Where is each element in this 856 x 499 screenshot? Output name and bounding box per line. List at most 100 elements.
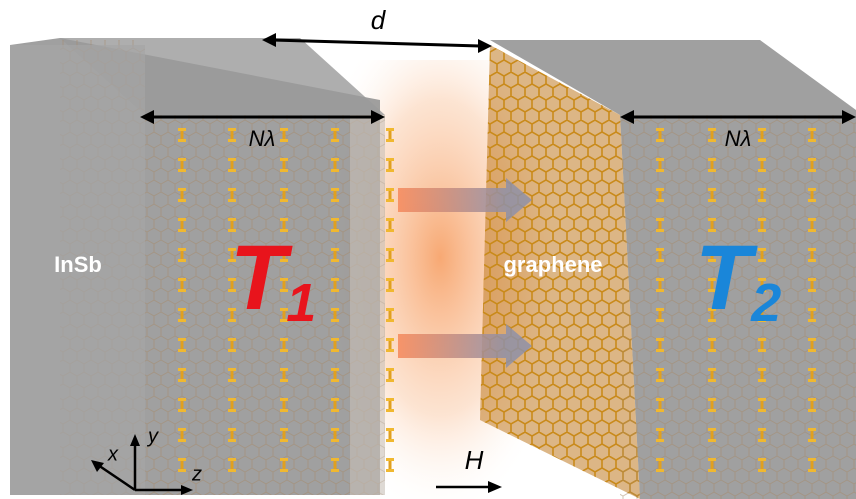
atom-marker: [656, 139, 664, 142]
atom-marker: [708, 169, 716, 172]
atom-marker: [386, 169, 394, 172]
atom-marker: [178, 319, 186, 322]
axis-label: x: [107, 443, 119, 465]
atom-marker: [331, 469, 339, 472]
atom-marker: [331, 458, 339, 461]
atom-marker: [386, 218, 394, 221]
atom-marker: [808, 398, 816, 401]
atom-marker: [758, 248, 766, 251]
atom-marker: [808, 338, 816, 341]
atom-marker: [178, 188, 186, 191]
atom-marker: [178, 128, 186, 131]
atom-marker: [386, 368, 394, 371]
atom-marker: [280, 439, 288, 442]
atom-marker: [178, 259, 186, 262]
atom-marker: [280, 409, 288, 412]
atom-marker: [178, 469, 186, 472]
atom-marker: [708, 349, 716, 352]
atom-marker: [178, 409, 186, 412]
atom-marker: [656, 199, 664, 202]
atom-marker: [808, 469, 816, 472]
atom-marker: [656, 229, 664, 232]
atom-marker: [280, 428, 288, 431]
atom-marker: [656, 398, 664, 401]
atom-marker: [808, 139, 816, 142]
atom-marker: [758, 199, 766, 202]
atom-marker: [708, 379, 716, 382]
atom-marker: [808, 128, 816, 131]
atom-marker: [280, 128, 288, 131]
atom-marker: [331, 248, 339, 251]
atom-marker: [386, 158, 394, 161]
atom-marker: [708, 428, 716, 431]
atom-marker: [758, 368, 766, 371]
atom-marker: [280, 469, 288, 472]
atom-marker: [808, 158, 816, 161]
atom-marker: [386, 248, 394, 251]
atom-marker: [228, 218, 236, 221]
atom-marker: [280, 368, 288, 371]
atom-marker: [758, 379, 766, 382]
atom-marker: [758, 139, 766, 142]
atom-marker: [280, 188, 288, 191]
atom-marker: [708, 199, 716, 202]
atom-marker: [758, 409, 766, 412]
atom-marker: [228, 379, 236, 382]
atom-marker: [178, 338, 186, 341]
atom-marker: [228, 349, 236, 352]
atom-marker: [386, 128, 394, 131]
temperature-subscript: 1: [286, 273, 316, 333]
atom-marker: [386, 308, 394, 311]
atom-marker: [386, 439, 394, 442]
atom-marker: [808, 439, 816, 442]
atom-marker: [228, 128, 236, 131]
atom-marker: [331, 278, 339, 281]
atom-marker: [708, 338, 716, 341]
atom-marker: [758, 428, 766, 431]
temperature-letter: T: [230, 227, 293, 329]
atom-marker: [708, 128, 716, 131]
atom-marker: [331, 218, 339, 221]
atom-marker: [331, 319, 339, 322]
atom-marker: [758, 469, 766, 472]
atom-marker: [228, 368, 236, 371]
atom-marker: [656, 188, 664, 191]
atom-marker: [708, 458, 716, 461]
atom-marker: [280, 169, 288, 172]
atom-marker: [808, 218, 816, 221]
atom-marker: [280, 139, 288, 142]
atom-marker: [178, 158, 186, 161]
atom-marker: [178, 139, 186, 142]
atom-marker: [708, 368, 716, 371]
atom-marker: [331, 289, 339, 292]
atom-marker: [228, 428, 236, 431]
atom-marker: [656, 158, 664, 161]
atom-marker: [808, 319, 816, 322]
atom-marker: [386, 319, 394, 322]
atom-marker: [386, 338, 394, 341]
temperature-letter: T: [695, 227, 758, 329]
field-label: H: [465, 445, 484, 475]
atom-marker: [280, 199, 288, 202]
atom-marker: [228, 158, 236, 161]
diagram: d Nλ Nλ InSb graphene T1 T2 x y z H: [0, 0, 856, 499]
atom-marker: [758, 229, 766, 232]
atom-marker: [808, 229, 816, 232]
atom-marker: [178, 349, 186, 352]
atom-marker: [386, 398, 394, 401]
atom-marker: [178, 439, 186, 442]
atom-marker: [178, 248, 186, 251]
atom-marker: [808, 248, 816, 251]
atom-marker: [808, 379, 816, 382]
atom-marker: [178, 379, 186, 382]
atom-marker: [331, 229, 339, 232]
atom-marker: [386, 469, 394, 472]
atom-marker: [280, 158, 288, 161]
atom-marker: [386, 188, 394, 191]
atom-marker: [708, 469, 716, 472]
atom-marker: [386, 379, 394, 382]
atom-marker: [228, 199, 236, 202]
atom-marker: [178, 169, 186, 172]
atom-marker: [228, 169, 236, 172]
atom-marker: [656, 409, 664, 412]
